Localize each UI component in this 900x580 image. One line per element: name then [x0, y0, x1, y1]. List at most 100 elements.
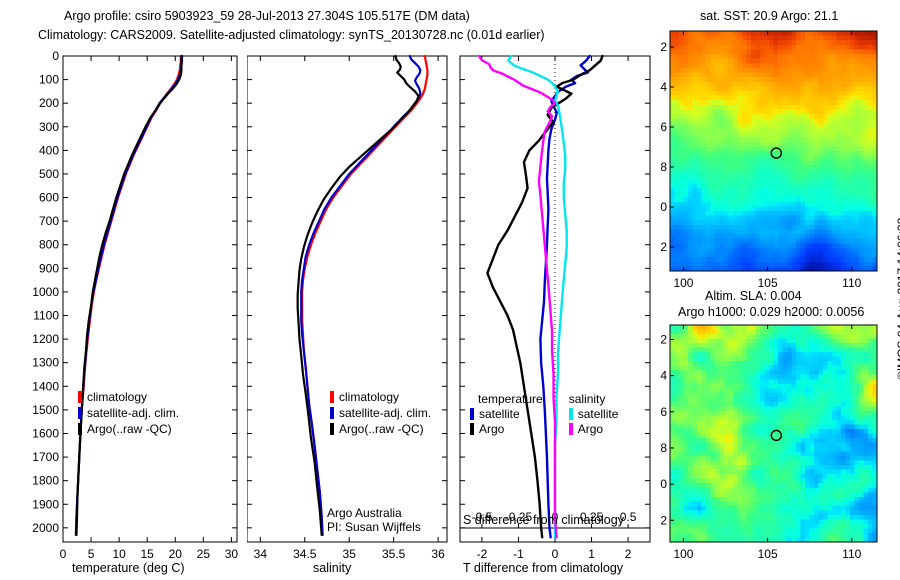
svg-text:600: 600	[39, 191, 59, 205]
svg-text:-24: -24	[660, 80, 667, 94]
svg-text:-26: -26	[660, 120, 667, 134]
svg-text:1400: 1400	[32, 379, 59, 393]
svg-text:1000: 1000	[32, 285, 59, 299]
legend-swatch-climatology	[330, 391, 334, 403]
svg-text:0: 0	[52, 49, 59, 63]
svg-text:100: 100	[39, 73, 59, 87]
svg-text:0: 0	[60, 547, 67, 561]
temperature-legend: climatology satellite-adj. clim. Argo(..…	[78, 390, 179, 436]
svg-text:15: 15	[141, 547, 155, 561]
salinity-legend: climatology satellite-adj. clim. Argo(..…	[330, 390, 431, 436]
profile-location-marker	[770, 147, 783, 159]
svg-text:-22: -22	[660, 332, 667, 346]
legend-item: Argo	[557, 422, 619, 436]
svg-text:100: 100	[673, 276, 693, 290]
svg-text:105: 105	[758, 276, 778, 290]
legend-label: satellite-adj. clim.	[87, 406, 180, 420]
legend-item: satellite	[470, 407, 557, 422]
svg-text:1600: 1600	[32, 426, 59, 440]
sla-map: -22 -24 -26 -28 -30 -32 100 105 110	[660, 320, 900, 580]
svg-text:1300: 1300	[32, 356, 59, 370]
svg-text:1800: 1800	[32, 474, 59, 488]
legend-swatch-salinity-satellite	[568, 408, 573, 420]
temperature-panel: 0 100 200 300 400 500 600 700 800 900 1000 1100 1200…	[0, 0, 245, 580]
legend-label: Argo(..raw -QC)	[339, 422, 424, 436]
legend-label: climatology	[339, 390, 400, 404]
svg-text:36: 36	[431, 547, 445, 561]
svg-text:2000: 2000	[32, 521, 59, 535]
svg-text:-28: -28	[660, 441, 667, 455]
difference-legend: temperature salinity satellite satellite…	[470, 392, 618, 436]
svg-text:1700: 1700	[32, 450, 59, 464]
legend-swatch-satellite-clim	[78, 407, 82, 419]
salinity-plot-svg: 34 34.5 35 35.5 36	[247, 54, 448, 561]
sla-map-title-line1: Altim. SLA: 0.004	[705, 289, 802, 303]
page-title-line2: Climatology: CARS2009. Satellite-adjuste…	[38, 28, 545, 42]
legend-label: Argo(..raw -QC)	[87, 422, 172, 436]
svg-text:200: 200	[39, 96, 59, 110]
svg-text:400: 400	[39, 143, 59, 157]
svg-text:34.5: 34.5	[293, 547, 317, 561]
svg-text:1200: 1200	[32, 332, 59, 346]
legend-item: satellite-adj. clim.	[78, 406, 179, 420]
legend-swatch-climatology	[78, 391, 82, 403]
legend-swatch-argo	[78, 423, 82, 435]
legend-swatch-salinity-argo	[568, 423, 573, 435]
legend-group-title-temperature: temperature	[478, 392, 543, 406]
svg-text:-24: -24	[660, 369, 667, 383]
legend-item: satellite	[557, 407, 618, 422]
svg-text:-1: -1	[513, 547, 524, 561]
svg-text:105: 105	[758, 547, 778, 561]
sla-map-title-line2: Argo h1000: 0.029 h2000: 0.0056	[678, 305, 865, 319]
svg-text:1100: 1100	[33, 309, 59, 323]
legend-item: Argo(..raw -QC)	[330, 422, 431, 436]
svg-text:0.25: 0.25	[580, 510, 604, 524]
svg-text:-28: -28	[660, 160, 667, 174]
svg-text:-30: -30	[660, 477, 667, 491]
legend-item: Argo	[470, 422, 557, 436]
sst-map: -22 -24 -26 -28 -30 -32 100 105 110	[660, 26, 900, 291]
sst-map-title: sat. SST: 20.9 Argo: 21.1	[700, 9, 839, 23]
legend-swatch-satellite-clim	[330, 407, 334, 419]
svg-text:300: 300	[39, 120, 59, 134]
legend-swatch-temperature-satellite	[470, 408, 474, 420]
svg-text:5: 5	[88, 547, 95, 561]
temperature-plot-svg: 0100200300400500600700800900100011001200…	[32, 49, 238, 561]
svg-text:35.5: 35.5	[382, 547, 406, 561]
legend-item: Argo(..raw -QC)	[78, 422, 179, 436]
legend-label: climatology	[87, 390, 148, 404]
svg-text:35: 35	[343, 547, 357, 561]
legend-label: Argo	[479, 422, 505, 436]
attribution-line1: Argo Australia	[327, 506, 402, 520]
attribution-line2: PI: Susan Wijffels	[327, 520, 421, 534]
svg-text:900: 900	[39, 261, 59, 275]
svg-text:-26: -26	[660, 405, 667, 419]
salinity-panel: 34 34.5 35 35.5 36	[247, 0, 457, 580]
svg-text:1900: 1900	[32, 497, 59, 511]
svg-text:10: 10	[112, 547, 126, 561]
sla-map-svg: -22 -24 -26 -28 -30 -32 100 105 110	[660, 324, 878, 561]
svg-text:-30: -30	[660, 200, 667, 214]
svg-text:800: 800	[39, 238, 59, 252]
profile-location-marker	[770, 429, 783, 442]
svg-text:-0.25: -0.25	[505, 510, 533, 524]
legend-swatch-argo	[330, 423, 334, 435]
svg-text:0: 0	[552, 547, 559, 561]
legend-group-title-salinity: salinity	[568, 392, 606, 406]
legend-item: satellite-adj. clim.	[330, 406, 431, 420]
svg-text:700: 700	[39, 214, 59, 228]
svg-text:-32: -32	[660, 513, 667, 527]
difference-legend-table: temperature salinity satellite satellite…	[470, 392, 618, 436]
imos-credit: ©IMOS 04-Aug-2017 14:06:22	[895, 217, 900, 380]
svg-text:20: 20	[169, 547, 183, 561]
svg-text:-32: -32	[660, 240, 667, 254]
svg-text:100: 100	[673, 547, 693, 561]
legend-swatch-temperature-argo	[470, 423, 474, 435]
s-difference-axis-label: S difference from climatology	[463, 513, 624, 527]
legend-label: satellite-adj. clim.	[339, 406, 432, 420]
page-title-line1: Argo profile: csiro 5903923_59 28-Jul-20…	[64, 9, 470, 23]
svg-text:500: 500	[39, 167, 59, 181]
salinity-axis-label: salinity	[313, 561, 352, 575]
svg-text:-22: -22	[660, 40, 667, 54]
